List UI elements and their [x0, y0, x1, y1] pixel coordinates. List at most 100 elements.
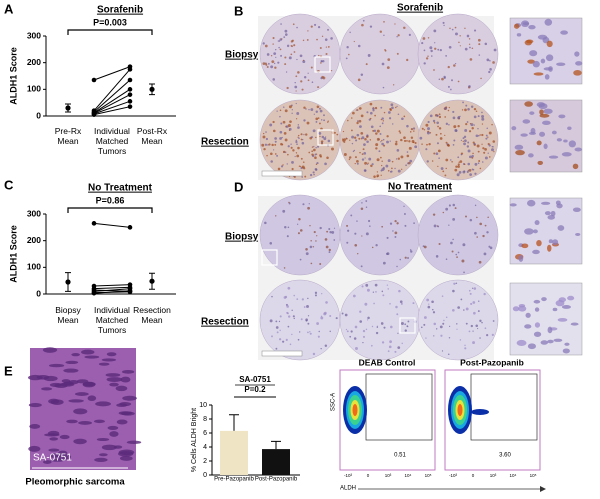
tissue-speck: [395, 305, 398, 309]
tissue-speck: [265, 131, 267, 133]
x-tick-label: Biopsy Mean: [55, 305, 81, 325]
tissue-speck: [458, 41, 460, 44]
nucleus: [101, 444, 117, 451]
tissue-speck: [272, 43, 274, 45]
tissue-speck: [361, 23, 364, 27]
cell: [532, 229, 538, 234]
nucleus: [29, 424, 41, 429]
tissue-speck: [365, 328, 368, 331]
cell: [556, 138, 562, 142]
tissue-speck: [444, 116, 446, 118]
tissue-speck: [351, 142, 354, 145]
tissue-speck: [469, 46, 471, 49]
tissue-speck: [308, 108, 310, 111]
tissue-speck: [469, 155, 472, 159]
tissue-speck: [365, 206, 368, 209]
tissue-speck: [313, 230, 316, 234]
tissue-speck: [348, 53, 350, 56]
tissue-speck: [450, 241, 453, 245]
cell: [524, 228, 534, 235]
tissue-speck: [458, 161, 460, 163]
tissue-speck: [295, 102, 297, 105]
tissue-speck: [267, 62, 270, 65]
tissue-speck: [299, 54, 303, 58]
nucleus: [66, 419, 78, 424]
tissue-speck: [290, 45, 292, 47]
tissue-speck: [489, 59, 491, 62]
tissue-speck: [334, 132, 337, 134]
tissue-speck: [400, 155, 404, 159]
tissue-speck: [275, 326, 279, 329]
tissue-speck: [375, 290, 377, 293]
tissue-speck: [361, 202, 363, 204]
tissue-speck: [320, 119, 323, 121]
tissue-speck: [309, 225, 311, 227]
tissue-speck: [290, 143, 292, 145]
cell: [534, 307, 540, 312]
tissue-speck: [431, 160, 434, 162]
tissue-speck: [303, 119, 306, 122]
tissue-speck: [488, 245, 491, 248]
tissue-speck: [426, 160, 429, 163]
tissue-speck: [383, 144, 386, 147]
tissue-speck: [434, 47, 437, 50]
tissue-speck: [392, 123, 394, 125]
tissue-speck: [353, 136, 357, 139]
cell: [540, 58, 546, 64]
tissue-speck: [488, 70, 491, 74]
tissue-speck: [478, 300, 480, 302]
cell: [512, 306, 520, 312]
tissue-speck: [287, 226, 290, 229]
tissue-speck: [305, 318, 308, 322]
tissue-speck: [401, 342, 403, 345]
tissue-speck: [383, 326, 386, 329]
tissue-speck: [456, 256, 458, 259]
tissue-speck: [321, 292, 323, 295]
tissue-speck: [379, 30, 382, 33]
tissue-speck: [281, 143, 284, 146]
tissue-speck: [468, 289, 471, 292]
row-label: Biopsy: [225, 50, 259, 61]
tissue-speck: [454, 62, 457, 65]
tissue-speck: [290, 146, 293, 149]
cell: [570, 322, 579, 326]
nucleus: [109, 431, 119, 437]
tissue-speck: [358, 107, 362, 110]
tissue-speck: [407, 320, 410, 323]
tissue-speck: [488, 131, 492, 135]
pair-line: [93, 69, 131, 111]
cell: [540, 340, 549, 345]
tissue-speck: [303, 133, 305, 136]
tissue-speck: [314, 153, 317, 156]
tissue-speck: [371, 325, 374, 328]
tissue-speck: [361, 136, 365, 140]
tissue-speck: [306, 39, 309, 41]
flow-xlabel: ALDH: [340, 486, 356, 492]
tissue-core: [259, 13, 341, 95]
tissue-speck: [293, 175, 296, 178]
tissue-speck: [318, 330, 320, 333]
tissue-speck: [320, 76, 323, 80]
tissue-speck: [484, 148, 487, 151]
pre-point: [91, 290, 97, 296]
tissue-speck: [400, 302, 403, 305]
tissue-speck: [364, 137, 367, 141]
tissue-speck: [432, 311, 436, 314]
tissue-speck: [448, 123, 450, 126]
nucleus: [27, 374, 43, 381]
cell: [545, 54, 554, 62]
tissue-speck: [293, 44, 296, 47]
pre-point: [91, 112, 97, 117]
tissue-speck: [291, 112, 293, 114]
tissue-speck: [403, 136, 406, 140]
tissue-speck: [311, 81, 314, 84]
pair-line: [93, 286, 131, 290]
tissue-speck: [314, 156, 317, 160]
tissue-speck: [468, 38, 471, 40]
tissue-speck: [441, 350, 444, 352]
tissue-speck: [274, 143, 277, 146]
tissue-speck: [363, 151, 367, 155]
tissue-speck: [423, 49, 426, 52]
tissue-speck: [303, 106, 306, 109]
